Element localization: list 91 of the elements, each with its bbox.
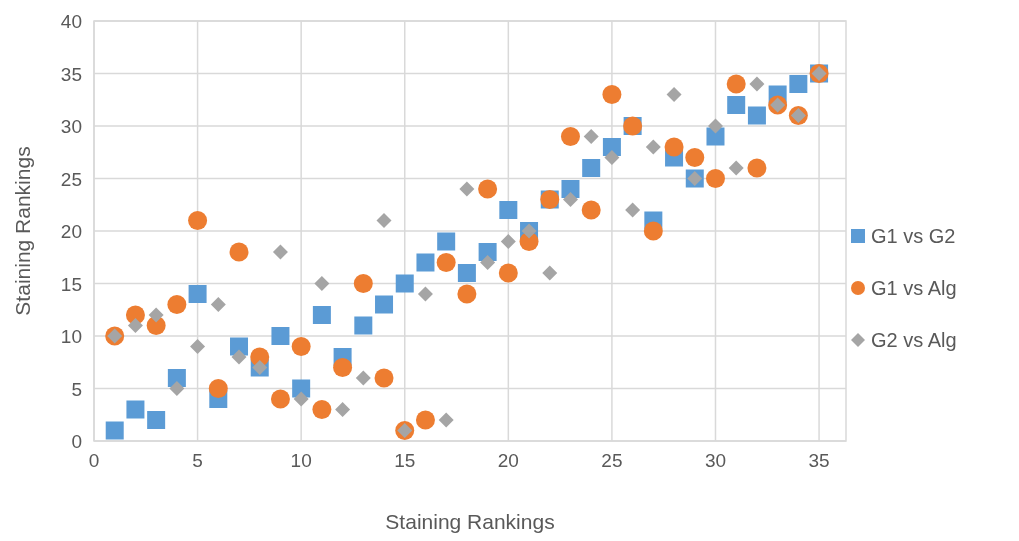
point bbox=[685, 148, 705, 167]
point bbox=[312, 400, 332, 419]
point bbox=[312, 306, 331, 324]
point bbox=[272, 244, 288, 260]
point bbox=[231, 349, 247, 365]
point bbox=[376, 213, 392, 228]
point bbox=[415, 410, 435, 430]
point bbox=[560, 127, 580, 146]
point bbox=[705, 169, 725, 188]
x-tick-label: 15 bbox=[394, 450, 416, 471]
point bbox=[353, 274, 373, 293]
point bbox=[169, 381, 185, 396]
point bbox=[789, 75, 808, 93]
point bbox=[747, 106, 766, 125]
x-tick-label: 30 bbox=[704, 450, 727, 471]
y-axis-title: Staining Rankings bbox=[11, 146, 34, 316]
x-tick-label: 25 bbox=[601, 450, 623, 471]
point bbox=[457, 264, 476, 282]
legend-label: G1 vs Alg bbox=[871, 277, 957, 299]
x-tick-label: 0 bbox=[88, 450, 100, 471]
point bbox=[291, 337, 311, 356]
point bbox=[581, 200, 601, 220]
point bbox=[416, 253, 435, 272]
x-tick-label: 35 bbox=[808, 450, 830, 471]
point bbox=[127, 318, 143, 333]
point bbox=[498, 263, 518, 283]
point bbox=[478, 179, 498, 199]
point bbox=[395, 274, 414, 293]
point bbox=[335, 402, 351, 417]
point bbox=[707, 118, 723, 134]
point bbox=[727, 96, 746, 114]
y-tick-label: 40 bbox=[60, 11, 82, 32]
point bbox=[645, 139, 661, 155]
point bbox=[314, 276, 330, 291]
point bbox=[375, 295, 394, 314]
point bbox=[148, 307, 164, 323]
point bbox=[436, 253, 456, 272]
point bbox=[562, 192, 578, 207]
point bbox=[457, 284, 477, 304]
point bbox=[602, 85, 622, 104]
point bbox=[747, 158, 767, 178]
point bbox=[643, 221, 663, 241]
legend-label: G2 vs Alg bbox=[871, 329, 957, 351]
point bbox=[167, 295, 187, 314]
point bbox=[542, 265, 558, 281]
point bbox=[604, 150, 620, 165]
point bbox=[438, 412, 454, 428]
point bbox=[625, 202, 641, 218]
point bbox=[417, 286, 433, 302]
x-tick-label: 5 bbox=[192, 450, 203, 471]
point bbox=[728, 160, 744, 176]
point bbox=[499, 201, 518, 219]
y-tick-label: 5 bbox=[71, 378, 82, 400]
point bbox=[666, 87, 682, 102]
point bbox=[355, 370, 371, 386]
point bbox=[147, 411, 166, 429]
x-axis-title: Staining Rankings bbox=[385, 510, 555, 533]
point bbox=[583, 129, 599, 144]
point bbox=[270, 389, 290, 409]
x-tick-label: 20 bbox=[497, 450, 519, 471]
point bbox=[188, 211, 208, 230]
point bbox=[726, 74, 746, 94]
y-tick-label: 30 bbox=[60, 116, 82, 137]
point bbox=[271, 327, 290, 345]
point bbox=[374, 368, 394, 388]
y-tick-label: 25 bbox=[60, 168, 82, 190]
point bbox=[208, 379, 228, 398]
point bbox=[706, 127, 725, 146]
point bbox=[749, 76, 765, 92]
point bbox=[293, 391, 309, 407]
point bbox=[480, 255, 496, 270]
point bbox=[354, 316, 373, 335]
x-tick-label: 10 bbox=[290, 450, 312, 471]
y-tick-label: 15 bbox=[60, 273, 82, 295]
y-tick-label: 10 bbox=[60, 326, 82, 347]
legend-label: G1 vs G2 bbox=[871, 225, 956, 247]
y-tick-label: 0 bbox=[71, 431, 82, 452]
point bbox=[437, 232, 456, 251]
y-tick-label: 35 bbox=[60, 63, 82, 85]
point bbox=[582, 159, 601, 177]
point bbox=[229, 242, 249, 262]
point bbox=[664, 137, 684, 157]
point bbox=[333, 358, 353, 377]
point bbox=[188, 285, 207, 303]
point bbox=[126, 400, 145, 419]
point bbox=[459, 181, 475, 197]
point bbox=[190, 339, 206, 354]
point bbox=[105, 421, 124, 440]
point bbox=[210, 297, 226, 312]
y-tick-label: 20 bbox=[60, 221, 82, 242]
point bbox=[500, 234, 516, 249]
